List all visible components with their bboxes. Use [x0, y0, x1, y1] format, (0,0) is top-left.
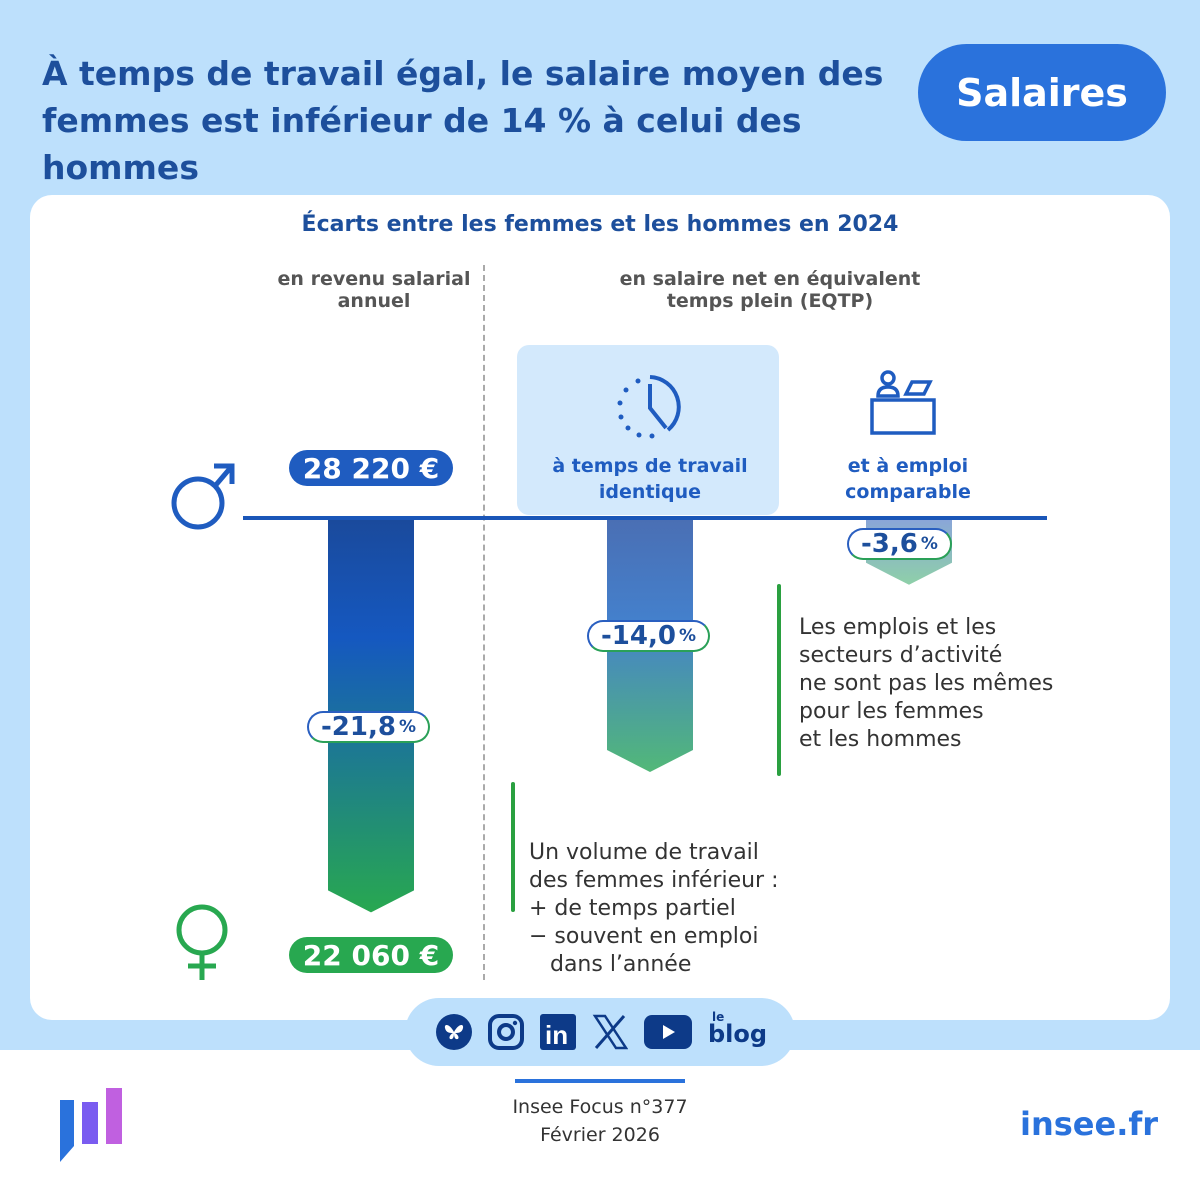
- note-line: − souvent en emploi: [529, 924, 759, 949]
- publication-info: Insee Focus n°377 Février 2026: [0, 1093, 1200, 1149]
- svg-text:in: in: [545, 1020, 568, 1050]
- site-link[interactable]: insee.fr: [1020, 1105, 1159, 1143]
- insee-logo: [60, 1088, 122, 1162]
- men-income-badge: 28 220 €: [289, 450, 453, 486]
- publication-name: Insee Focus n°377: [512, 1096, 688, 1118]
- blog-prefix: le: [712, 1010, 725, 1024]
- unit-text: %: [920, 534, 938, 554]
- value-text: -14,0: [601, 621, 676, 651]
- note-line: dans l’année: [529, 952, 692, 977]
- note-line: + de temps partiel: [529, 896, 736, 921]
- note-line: des femmes inférieur :: [529, 868, 779, 893]
- value-text: -21,8: [321, 712, 396, 742]
- bluesky-icon[interactable]: [436, 1014, 472, 1050]
- unit-text: %: [678, 626, 696, 646]
- linkedin-icon[interactable]: in: [540, 1014, 576, 1050]
- volume-bracket: [511, 782, 515, 912]
- topic-tag: Salaires: [918, 44, 1166, 141]
- blog-label: blog: [708, 1020, 768, 1048]
- note-line: pour les femmes: [799, 699, 984, 724]
- workplace-icon: [870, 370, 936, 435]
- category-label-identical-time: à temps de travail identique: [552, 455, 748, 503]
- note-line: Les emplois et les: [799, 615, 997, 640]
- social-bar: in le blog: [405, 998, 795, 1066]
- footer-rule: [515, 1079, 685, 1083]
- group-label-eqtp: en salaire net en équivalent temps plein…: [619, 268, 921, 312]
- unit-text: %: [398, 717, 416, 737]
- value-label-identical-time: -14,0%: [587, 620, 710, 652]
- value-label-comparable-job: -3,6%: [847, 528, 952, 560]
- note-line: ne sont pas les mêmes: [799, 671, 1054, 696]
- baseline: [243, 516, 1047, 520]
- instagram-icon[interactable]: [488, 1014, 524, 1050]
- clock-icon: [617, 375, 681, 439]
- category-label-comparable-job: et à emploi comparable: [845, 455, 971, 503]
- x-icon[interactable]: [592, 1014, 628, 1050]
- highlight-box: [517, 345, 779, 515]
- women-income-badge: 22 060 €: [289, 937, 453, 973]
- note-line: secteurs d’activité: [799, 643, 1003, 668]
- note-line: Un volume de travail: [529, 840, 759, 865]
- sectors-bracket: [777, 584, 781, 776]
- value-text: -3,6: [861, 529, 918, 559]
- value-label-annual: -21,8%: [307, 711, 430, 743]
- male-icon: [171, 463, 235, 530]
- note-line: et les hommes: [799, 727, 962, 752]
- sectors-note: Les emplois et les secteurs d’activité ne …: [799, 614, 1053, 754]
- youtube-icon[interactable]: [644, 1015, 692, 1049]
- group-label-annual: en revenu salarial annuel: [277, 268, 471, 312]
- group-divider: [483, 265, 485, 980]
- page-title: À temps de travail égal, le salaire moye…: [42, 54, 884, 187]
- female-icon: [176, 904, 228, 980]
- publication-date: Février 2026: [540, 1124, 660, 1146]
- chart-title: Écarts entre les femmes et les hommes en…: [301, 212, 899, 237]
- blog-icon[interactable]: le blog: [708, 1010, 768, 1050]
- volume-note: Un volume de travail des femmes inférieur…: [529, 783, 779, 1007]
- chart-card: [30, 195, 1170, 1020]
